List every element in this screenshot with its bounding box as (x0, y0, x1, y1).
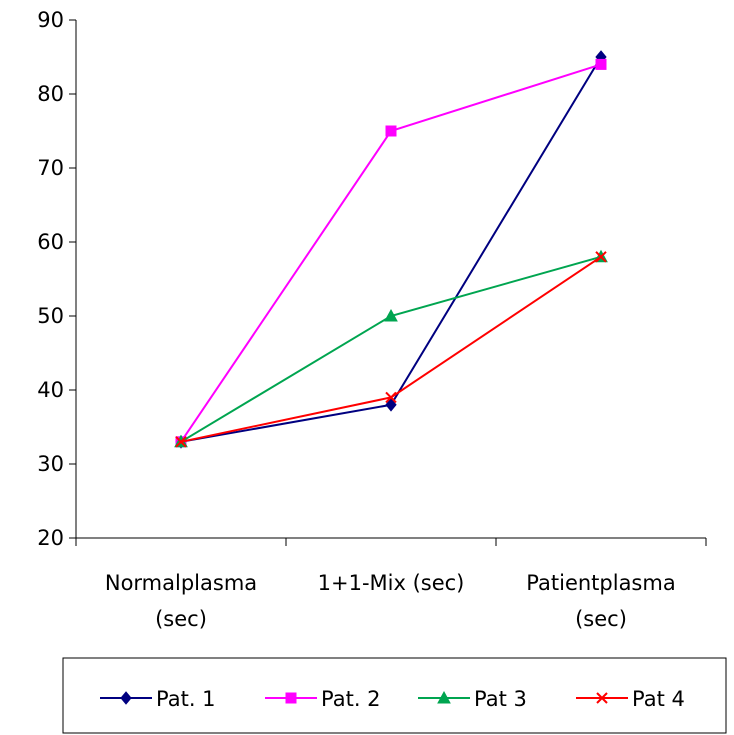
legend-marker (120, 691, 132, 705)
y-tick-label: 90 (37, 8, 64, 32)
x-tick-label: Normalplasma (105, 571, 257, 595)
series-3 (174, 249, 608, 448)
series-layer (174, 50, 608, 449)
data-point (385, 391, 397, 404)
y-tick-label: 70 (37, 156, 64, 180)
legend-entry: Pat. 1 (100, 687, 216, 711)
legend: Pat. 1 Pat. 2 Pat 3 Pat 4 (62, 657, 727, 734)
x-tick-label: (sec) (575, 607, 627, 631)
y-tick-label: 30 (37, 452, 64, 476)
legend-label: Pat 3 (474, 687, 527, 711)
series-4 (175, 251, 607, 448)
legend-entry: Pat 4 (576, 687, 685, 711)
data-point (384, 308, 398, 322)
series-1 (175, 50, 607, 449)
legend-marker (285, 692, 297, 704)
data-point (175, 436, 187, 448)
axes: 20 30 40 50 60 70 80 90 Normalplasma (sec) 1+1-Mix… (37, 8, 707, 631)
x-tick-label: Patientplasma (526, 571, 675, 595)
legend-label: Pat 4 (632, 687, 685, 711)
y-tick-label: 50 (37, 304, 64, 328)
y-tick-label: 20 (37, 526, 64, 550)
legend-label: Pat. 1 (156, 687, 216, 711)
y-tick-label: 40 (37, 378, 64, 402)
legend-entry: Pat. 2 (265, 687, 381, 711)
legend-marker (437, 690, 451, 704)
legend-entry: Pat 3 (418, 687, 527, 711)
legend-box (62, 657, 727, 734)
x-tick-label: 1+1-Mix (sec) (318, 571, 465, 595)
data-point (595, 58, 607, 70)
series-line (180, 63, 602, 443)
x-tick-label: (sec) (155, 607, 207, 631)
data-point (595, 251, 607, 263)
series-line (180, 56, 602, 443)
data-point (385, 125, 397, 137)
series-2 (175, 58, 607, 448)
y-tick-label: 60 (37, 230, 64, 254)
data-point (385, 398, 397, 412)
legend-marker (596, 692, 608, 704)
y-tick-label: 80 (37, 82, 64, 106)
legend-label: Pat. 2 (321, 687, 381, 711)
